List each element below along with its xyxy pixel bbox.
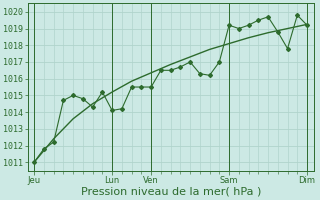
X-axis label: Pression niveau de la mer( hPa ): Pression niveau de la mer( hPa ) bbox=[81, 187, 261, 197]
